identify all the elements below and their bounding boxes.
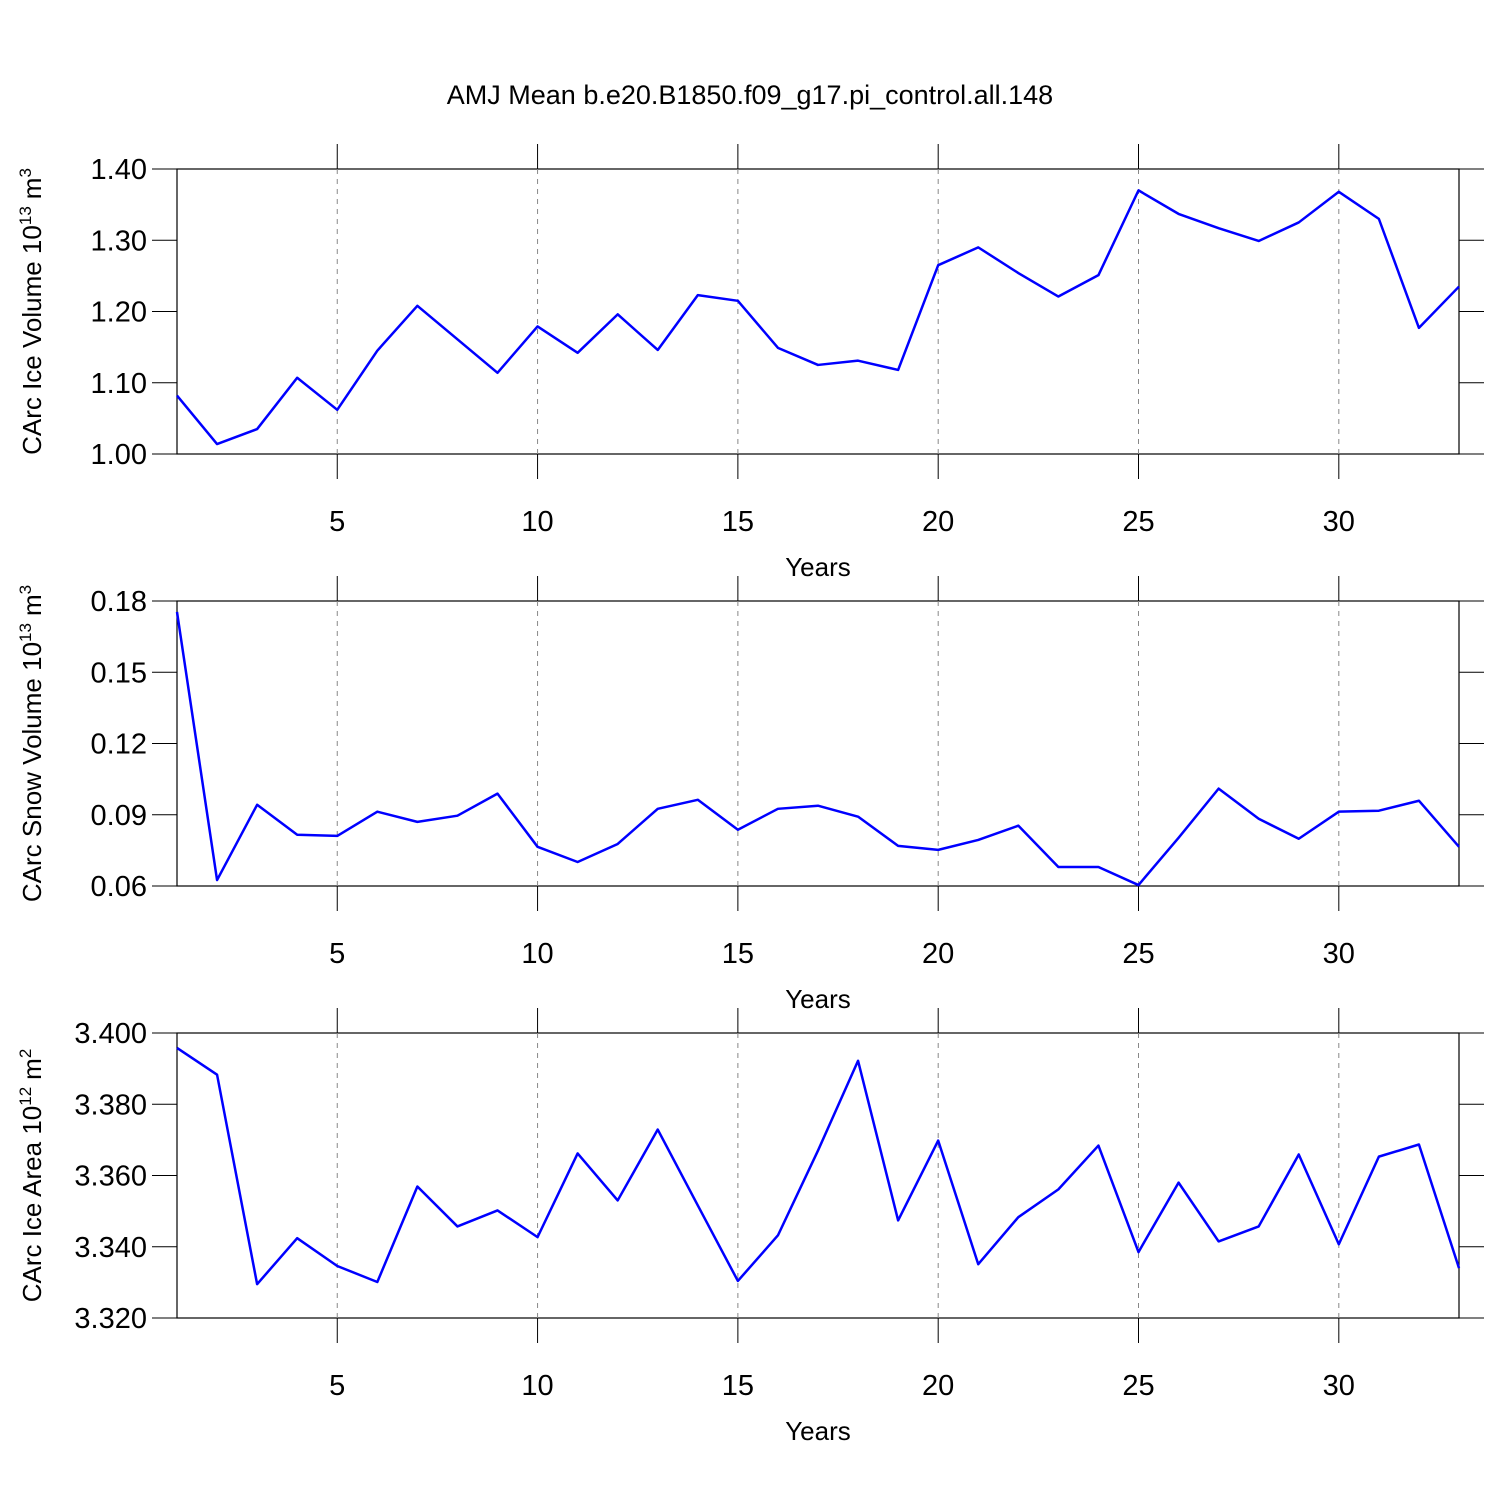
data-line xyxy=(175,611,1460,887)
y-tick-label: 1.00 xyxy=(91,439,147,471)
x-tick-label: 10 xyxy=(521,1370,553,1402)
y-tick-label: 3.340 xyxy=(74,1232,147,1264)
y-axis-label-superscript: 2 xyxy=(16,1049,35,1058)
y-tick-label: 1.30 xyxy=(91,225,147,257)
y-axis-label-superscript: 13 xyxy=(16,623,35,642)
figure-title: AMJ Mean b.e20.B1850.f09_g17.pi_control.… xyxy=(447,80,1053,110)
x-tick-label: 15 xyxy=(722,1370,754,1402)
x-axis-label: Years xyxy=(785,984,851,1014)
x-tick-label: 30 xyxy=(1323,938,1355,970)
x-tick-label: 20 xyxy=(922,938,954,970)
x-axis-label: Years xyxy=(785,552,851,582)
y-tick-label: 1.40 xyxy=(91,154,147,186)
y-axis-label-part: m xyxy=(17,1058,47,1080)
x-tick-label: 30 xyxy=(1323,506,1355,538)
x-tick-label: 5 xyxy=(329,938,345,970)
y-tick-label: 0.15 xyxy=(91,657,147,689)
x-tick-label: 20 xyxy=(922,1370,954,1402)
x-tick-label: 15 xyxy=(722,506,754,538)
y-axis-label-superscript: 3 xyxy=(16,168,35,177)
x-tick-label: 20 xyxy=(922,506,954,538)
x-tick-label: 10 xyxy=(521,506,553,538)
y-tick-label: 3.400 xyxy=(74,1018,147,1050)
y-axis-label-part: m xyxy=(17,594,47,616)
x-tick-label: 10 xyxy=(521,938,553,970)
y-tick-label: 0.06 xyxy=(91,871,147,903)
x-tick-label: 25 xyxy=(1122,506,1154,538)
y-tick-label: 1.10 xyxy=(91,368,147,400)
y-axis-label-part: CArc Ice Volume 10 xyxy=(17,225,47,455)
y-axis-label: CArc Ice Volume 1013 m3 xyxy=(16,168,47,455)
plot-frame xyxy=(176,168,1460,455)
plot-frame xyxy=(176,1032,1460,1319)
y-axis-label-part: CArc Ice Area 10 xyxy=(17,1106,47,1303)
data-line xyxy=(176,1046,1461,1286)
y-tick-label: 0.18 xyxy=(91,586,147,618)
plot-frame xyxy=(176,600,1460,887)
y-axis-label-superscript: 12 xyxy=(16,1087,35,1106)
x-tick-label: 25 xyxy=(1122,938,1154,970)
y-tick-label: 1.20 xyxy=(91,297,147,329)
x-axis-label: Years xyxy=(785,1416,851,1446)
y-tick-label: 3.320 xyxy=(74,1303,147,1335)
y-axis-label-part: m xyxy=(17,178,47,200)
x-tick-label: 25 xyxy=(1122,1370,1154,1402)
y-axis-label: CArc Ice Area 1012 m2 xyxy=(16,1049,47,1303)
y-tick-label: 3.360 xyxy=(74,1161,147,1193)
y-axis-label-part: CArc Snow Volume 10 xyxy=(17,642,47,902)
data-line xyxy=(176,189,1460,446)
x-tick-label: 5 xyxy=(329,506,345,538)
y-axis-label: CArc Snow Volume 1013 m3 xyxy=(16,585,47,902)
y-tick-label: 0.09 xyxy=(91,800,147,832)
y-tick-label: 0.12 xyxy=(91,729,147,761)
x-tick-label: 5 xyxy=(329,1370,345,1402)
x-tick-label: 30 xyxy=(1323,1370,1355,1402)
y-axis-label-superscript: 13 xyxy=(16,206,35,225)
y-axis-label-superscript: 3 xyxy=(16,585,35,594)
y-tick-label: 3.380 xyxy=(74,1089,147,1121)
x-tick-label: 15 xyxy=(722,938,754,970)
